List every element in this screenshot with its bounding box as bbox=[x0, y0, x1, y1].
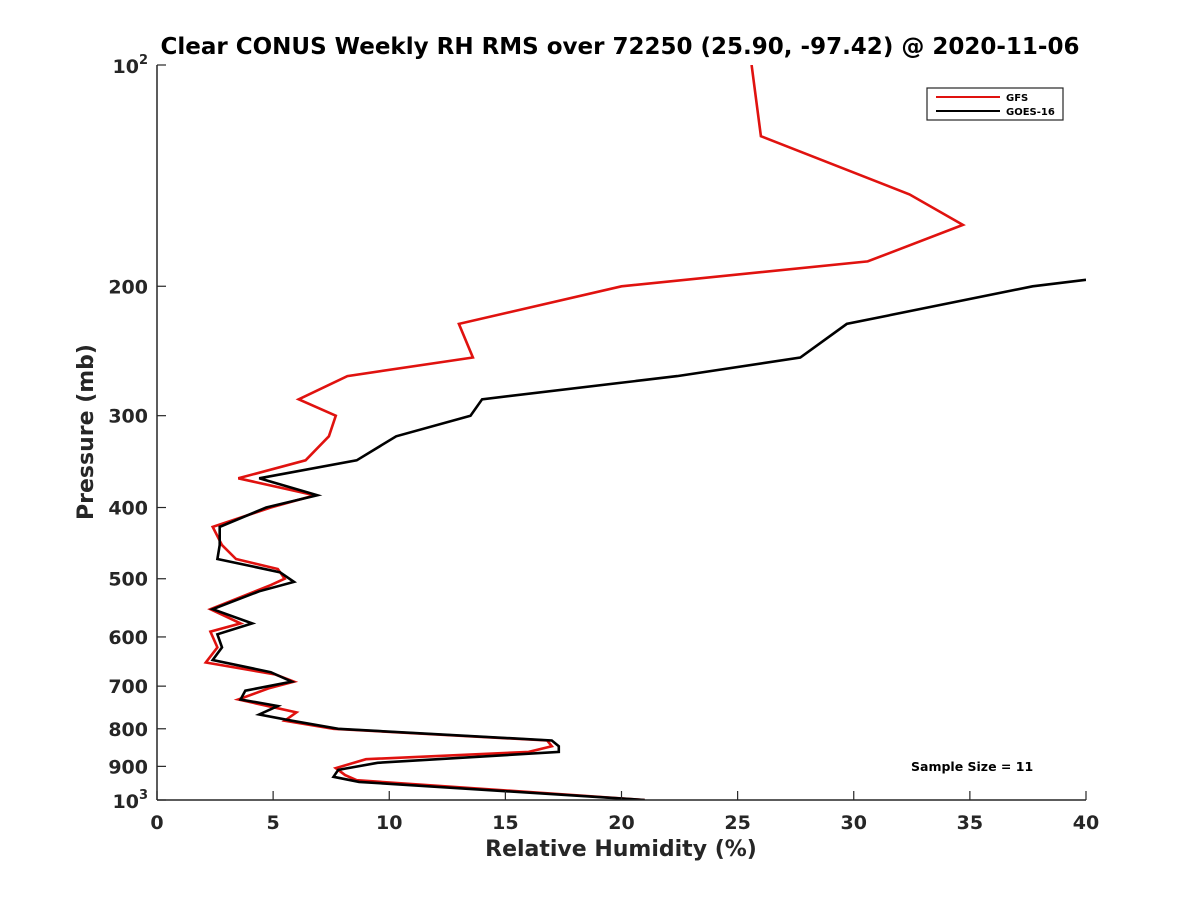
x-tick-label: 30 bbox=[841, 812, 867, 834]
y-tick-label: 300 bbox=[108, 406, 148, 428]
x-tick-label: 35 bbox=[957, 812, 983, 834]
legend-box bbox=[926, 87, 1064, 121]
x-tick-label: 25 bbox=[724, 812, 750, 834]
y-tick-label: 102 bbox=[113, 53, 149, 78]
x-tick-label: 40 bbox=[1073, 812, 1099, 834]
y-tick-label: 900 bbox=[108, 756, 148, 778]
y-tick-label: 500 bbox=[108, 569, 148, 591]
x-tick-label: 15 bbox=[492, 812, 518, 834]
x-axis-label: Relative Humidity (%) bbox=[485, 837, 757, 862]
y-tick-label: 600 bbox=[108, 627, 148, 649]
series-line-goes16 bbox=[208, 278, 1086, 800]
x-tick-label: 10 bbox=[376, 812, 402, 834]
x-tick-label: 0 bbox=[150, 812, 163, 834]
y-tick-label: 103 bbox=[113, 788, 149, 813]
legend-label-goes16: GOES-16 bbox=[1006, 107, 1055, 118]
y-tick-label: 400 bbox=[108, 498, 148, 520]
x-tick-label: 5 bbox=[267, 812, 280, 834]
x-ticks: 0 5 10 15 20 25 30 35 40 bbox=[150, 791, 1099, 834]
y-ticks: 102 200 300 400 500 600 700 800 900 103 bbox=[108, 53, 166, 813]
plot-area: 0 5 10 15 20 25 30 35 40 102 200 300 400 500 600 700 80… bbox=[108, 53, 1099, 834]
x-tick-label: 20 bbox=[608, 812, 634, 834]
series-layer bbox=[203, 65, 1086, 800]
sample-size-annotation: Sample Size = 11 bbox=[911, 759, 1033, 774]
y-tick-label: 800 bbox=[108, 719, 148, 741]
y-tick-label: 200 bbox=[108, 276, 148, 298]
legend-label-gfs: GFS bbox=[1006, 93, 1028, 104]
y-axis-label: Pressure (mb) bbox=[74, 344, 99, 520]
chart-title: Clear CONUS Weekly RH RMS over 72250 (25… bbox=[161, 34, 1080, 60]
legend: GFS GOES-16 bbox=[926, 87, 1064, 121]
y-tick-label: 700 bbox=[108, 676, 148, 698]
